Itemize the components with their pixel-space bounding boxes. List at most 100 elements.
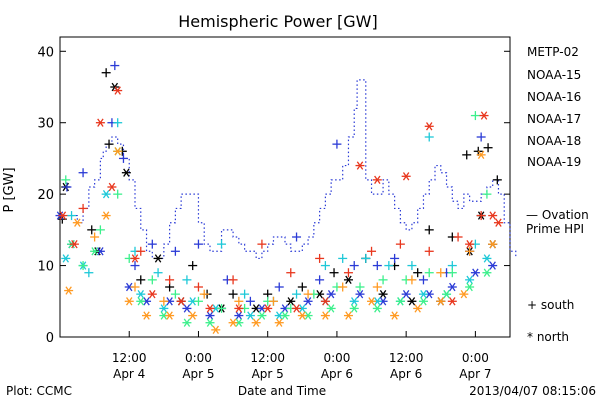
north-marker-noaa-15 (447, 282, 457, 292)
north-marker-noaa-18 (142, 311, 152, 320)
north-marker-noaa-19 (493, 218, 503, 227)
x-tick-date: Apr 6 (390, 367, 422, 381)
x-tick-date: Apr 5 (252, 367, 284, 381)
south-marker-noaa-15 (62, 182, 72, 192)
south-marker-noaa-16 (338, 253, 348, 263)
south-marker-noaa-17 (61, 175, 71, 185)
north-marker-noaa-18 (228, 318, 238, 327)
north-marker-noaa-18 (251, 318, 261, 327)
south-marker-noaa-19 (165, 275, 175, 285)
north-marker-noaa-16 (61, 254, 71, 263)
x-tick-date: Apr 6 (321, 367, 353, 381)
south-marker-metp-02 (329, 268, 339, 278)
north-marker-noaa-19 (113, 86, 123, 95)
north-marker-noaa-18 (413, 304, 423, 313)
south-marker-noaa-18 (465, 246, 475, 256)
south-marker-noaa-19 (257, 239, 267, 249)
north-marker-noaa-16 (136, 289, 146, 299)
y-axis-label: P [GW] (2, 167, 17, 212)
north-marker-noaa-17 (257, 311, 267, 320)
south-marker-noaa-17 (482, 189, 492, 199)
north-marker-noaa-19 (69, 239, 79, 249)
south-marker-noaa-19 (78, 203, 88, 213)
north-marker-metp-02 (407, 297, 417, 306)
north-marker-noaa-18 (488, 239, 498, 249)
south-marker-noaa-17 (170, 289, 180, 299)
north-marker-noaa-19 (479, 111, 489, 120)
legend-north-marker: * north (527, 330, 569, 344)
north-marker-noaa-19 (424, 122, 434, 131)
legend-item-noaa-18: NOAA-18 (527, 134, 581, 148)
south-marker-noaa-15 (78, 168, 88, 178)
south-marker-noaa-16 (182, 275, 192, 285)
north-marker-noaa-17 (326, 304, 336, 313)
x-ticks: 12:00 Apr 4 0:00 Apr 5 12:00 Apr 5 0:00 Apr 6 12… (112, 331, 491, 381)
north-marker-noaa-18 (320, 311, 330, 320)
north-marker-noaa-19 (372, 175, 382, 185)
south-marker-noaa-19 (228, 275, 238, 285)
ovation-curve (60, 79, 517, 260)
north-marker-noaa-18 (64, 286, 74, 295)
y-tick-label: 20 (37, 188, 54, 203)
north-marker-noaa-16 (418, 289, 428, 299)
y-tick-label: 10 (37, 260, 54, 275)
legend-ovation-line2: Prime HPI (526, 222, 584, 236)
south-marker-noaa-18 (268, 296, 278, 306)
south-marker-noaa-15 (245, 296, 255, 306)
x-tick-date: Apr 4 (113, 367, 145, 381)
south-marker-metp-02 (228, 289, 238, 299)
south-marker-noaa-18 (90, 232, 100, 242)
south-marker-noaa-15 (274, 282, 284, 292)
south-marker-noaa-16 (384, 261, 394, 271)
legend-item-noaa-17: NOAA-17 (527, 112, 581, 126)
north-marker-noaa-18 (165, 311, 175, 320)
north-marker-noaa-18 (436, 297, 446, 306)
north-marker-metp-02 (121, 168, 131, 177)
south-marker-noaa-15 (315, 275, 325, 285)
x-axis-label: Date and Time (238, 384, 326, 398)
north-marker-noaa-16 (101, 189, 111, 199)
north-marker-noaa-15 (355, 289, 365, 299)
south-marker-noaa-17 (355, 282, 365, 292)
south-marker-noaa-18 (372, 282, 382, 292)
timestamp: 2013/04/07 08:15:06 (469, 384, 596, 398)
south-marker-noaa-19 (193, 282, 203, 292)
south-marker-metp-02 (136, 275, 146, 285)
north-marker-metp-02 (378, 289, 388, 299)
north-marker-noaa-17 (465, 282, 475, 292)
north-marker-noaa-19 (447, 297, 457, 306)
south-marker-noaa-16 (320, 261, 330, 271)
north-marker-noaa-16 (465, 275, 475, 285)
south-marker-noaa-15 (170, 246, 180, 256)
data-markers (55, 61, 503, 335)
south-marker-noaa-17 (193, 296, 203, 306)
north-marker-noaa-19 (205, 304, 215, 313)
north-marker-metp-02 (343, 275, 353, 285)
north-marker-noaa-19 (95, 118, 105, 127)
north-marker-noaa-15 (234, 311, 244, 320)
north-marker-noaa-18 (211, 325, 221, 335)
south-marker-noaa-16 (361, 253, 371, 263)
south-marker-metp-02 (483, 143, 493, 153)
south-marker-noaa-17 (147, 275, 157, 285)
legend-item-noaa-15: NOAA-15 (527, 68, 581, 82)
north-marker-noaa-19 (320, 297, 330, 306)
south-marker-noaa-16 (67, 211, 77, 221)
south-marker-noaa-15 (332, 139, 342, 149)
south-marker-noaa-19 (453, 232, 463, 242)
x-tick-date: Apr 7 (459, 367, 491, 381)
south-marker-metp-02 (424, 225, 434, 235)
south-marker-metp-02 (462, 150, 472, 160)
south-marker-noaa-16 (292, 289, 302, 299)
plot-frame (59, 36, 511, 338)
south-marker-noaa-18 (234, 296, 244, 306)
north-marker-noaa-18 (476, 150, 486, 160)
south-marker-metp-02 (104, 139, 114, 149)
north-marker-noaa-19 (355, 161, 365, 170)
ovation-hpi-line (60, 79, 517, 260)
north-marker-noaa-16 (482, 254, 492, 263)
north-marker-noaa-19 (263, 304, 273, 313)
south-marker-noaa-18 (159, 296, 169, 306)
north-marker-noaa-17 (90, 247, 100, 256)
